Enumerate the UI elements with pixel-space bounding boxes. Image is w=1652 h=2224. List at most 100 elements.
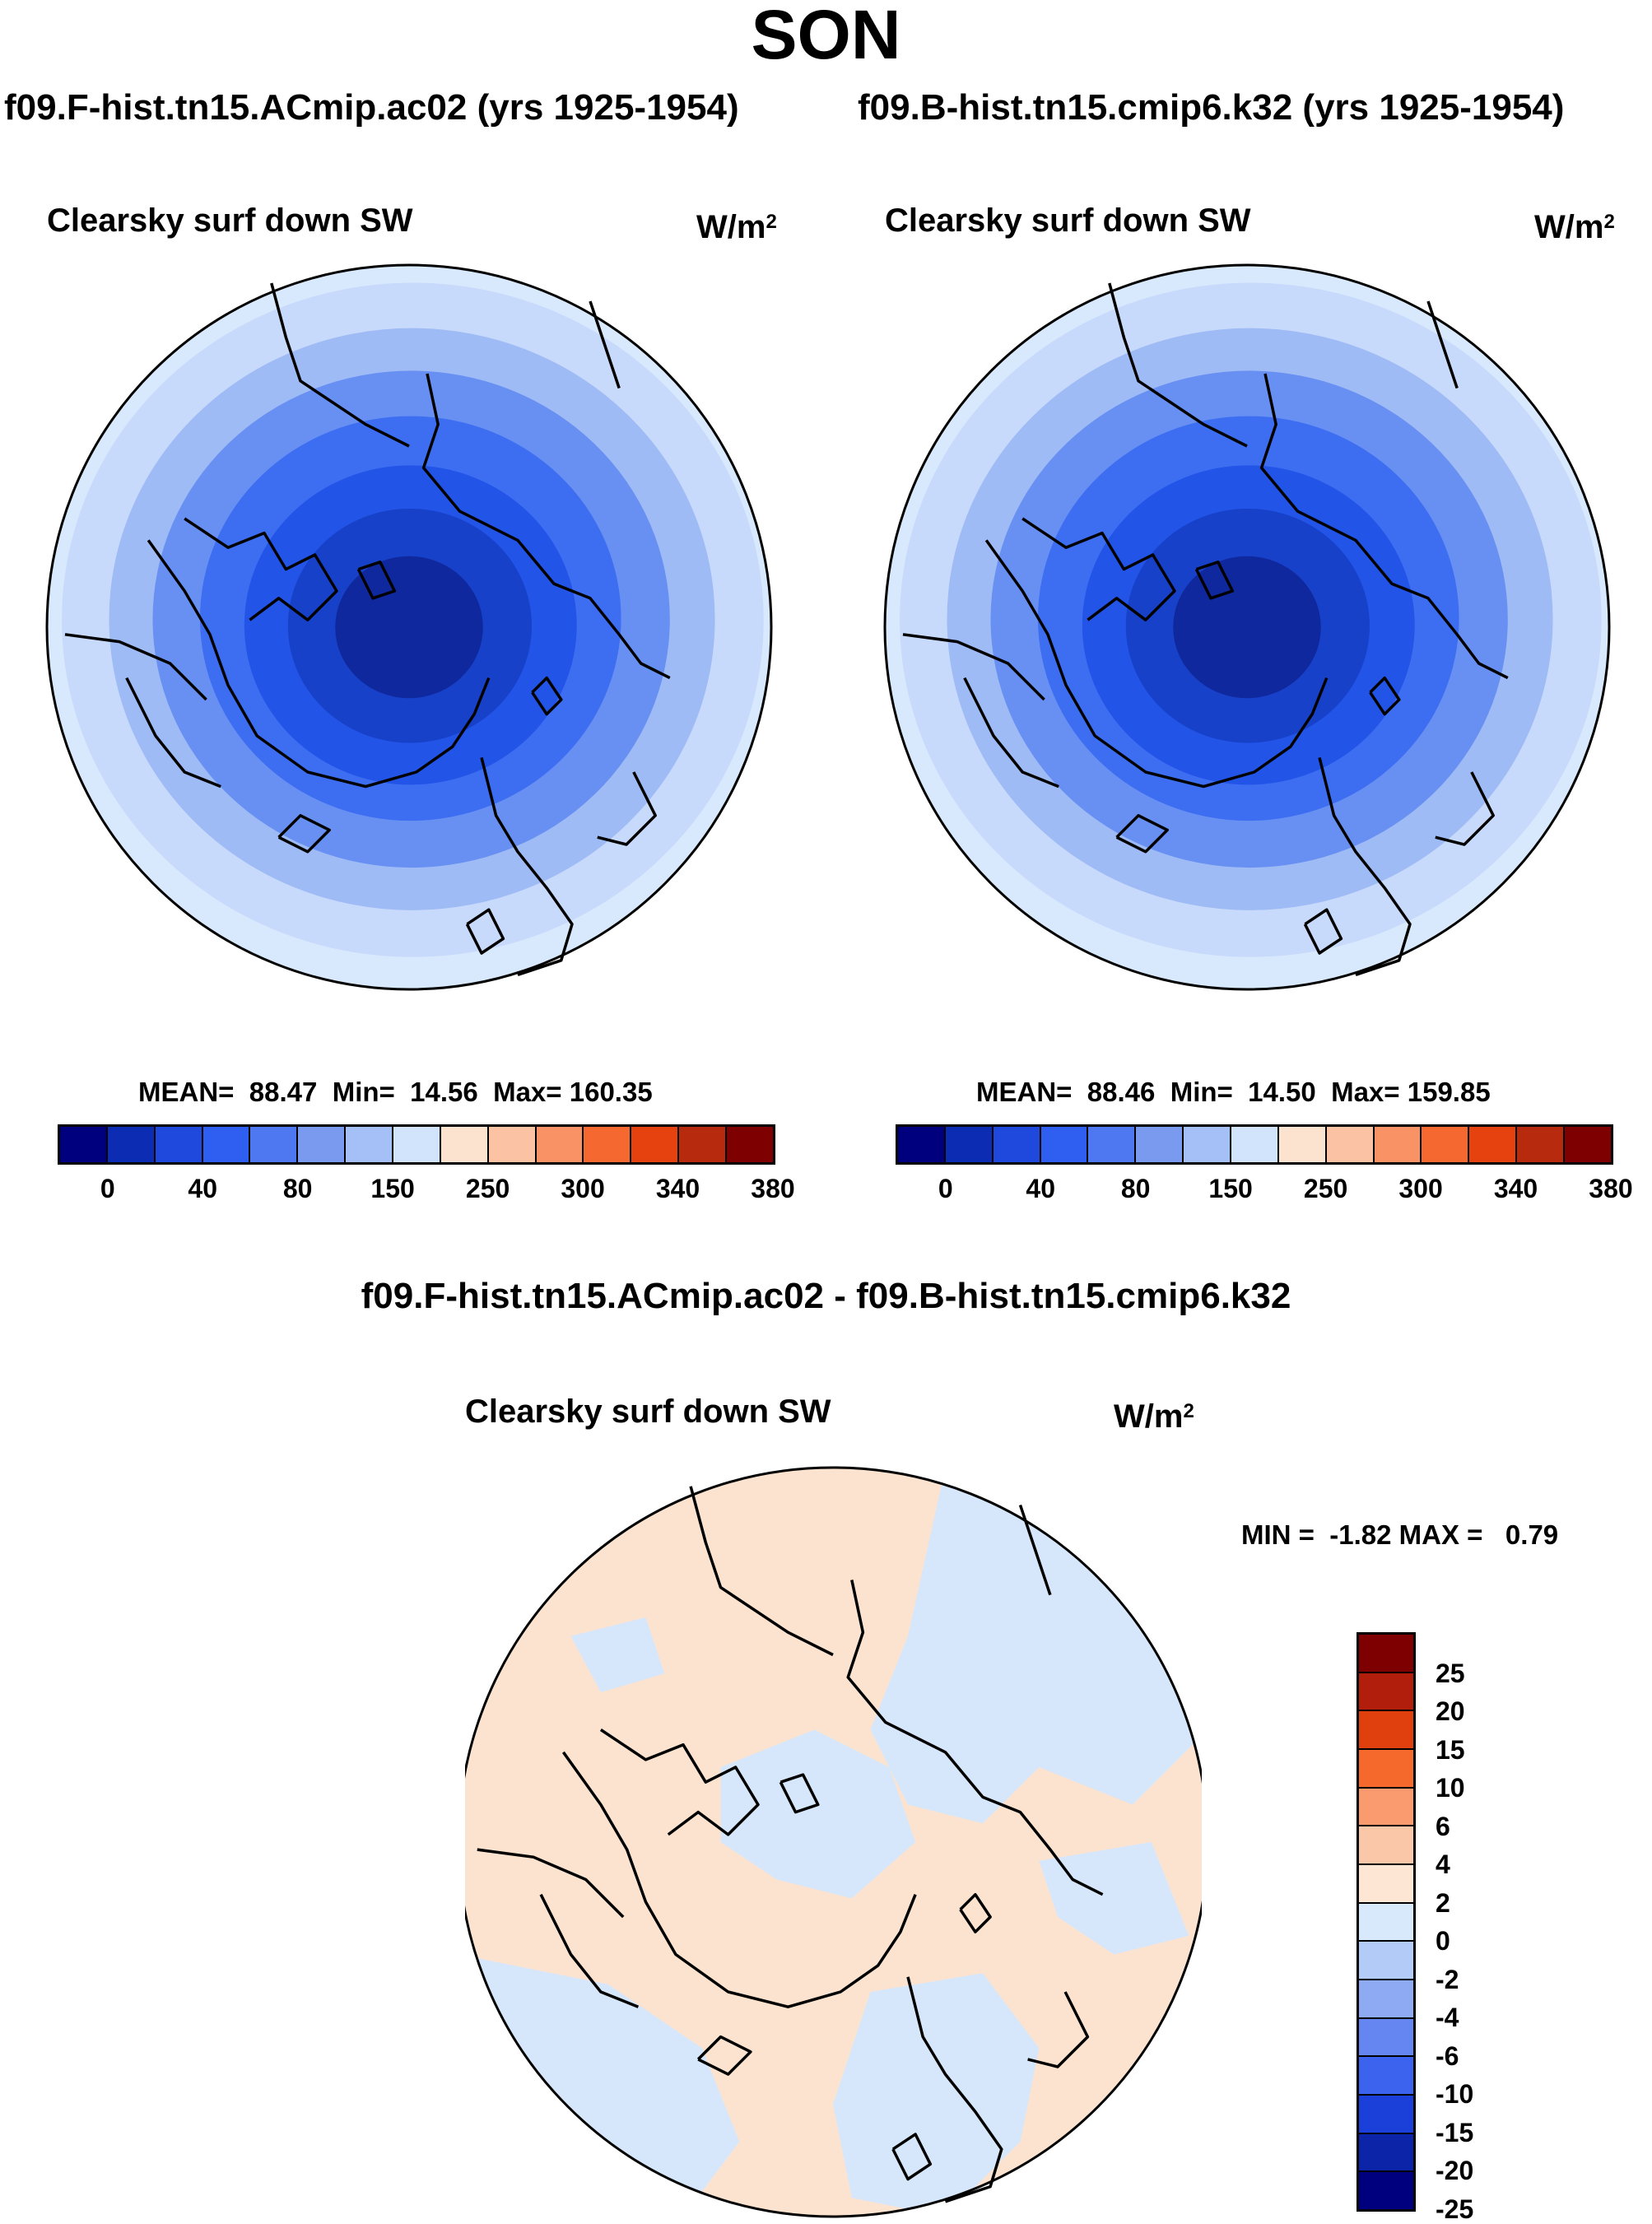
coastline-3 (846, 1580, 1104, 1896)
colorbar-tick-label: 150 (1208, 1174, 1253, 1203)
colorbar-box-1 (945, 1127, 994, 1162)
negative-region-1 (720, 1729, 916, 1899)
diff-minmax: MIN = -1.82 MAX = 0.79 (1241, 1519, 1559, 1550)
panel1-title: f09.F-hist.tn15.ACmip.ac02 (yrs 1925-195… (4, 87, 739, 128)
coastline-2 (480, 756, 574, 977)
coastline-10 (1115, 814, 1169, 854)
colorbar-box-0 (60, 1127, 108, 1162)
panel2-variable-label: Clearsky surf down SW (885, 202, 1251, 239)
map-boundary (45, 263, 773, 991)
colorbar-box-5 (298, 1127, 347, 1162)
colorbar-tick-label: 150 (370, 1174, 415, 1203)
diff-colorbar-tick-label: -4 (1436, 2003, 1459, 2033)
colorbar-box-7 (393, 1127, 441, 1162)
coastline-11 (531, 676, 563, 716)
colorbar-box-0 (898, 1127, 946, 1162)
diff-colorbar-box-7 (1359, 1903, 1413, 1943)
diff-colorbar-box-10 (1359, 2018, 1413, 2058)
coastline-10 (277, 814, 331, 854)
colorbar-box-8 (1278, 1127, 1327, 1162)
colorbar-box-14 (1565, 1127, 1611, 1162)
colorbar-tick-label: 0 (100, 1174, 115, 1203)
coastline-2 (1318, 756, 1412, 977)
diff-units: W/m2 (1114, 1398, 1194, 1435)
colorbar-tick-label: 0 (938, 1174, 953, 1203)
coastline-11 (959, 1892, 992, 1933)
coastline-7 (963, 677, 1059, 789)
colorbar-box-2 (155, 1127, 203, 1162)
diff-colorbar-tick-label: -2 (1436, 1964, 1459, 1994)
diff-colorbar-box-1 (1359, 1673, 1413, 1712)
contour-fill-level-6 (335, 556, 483, 699)
colorbar-tick-label: 340 (1493, 1174, 1538, 1203)
negative-region-3 (833, 1973, 1040, 2217)
coastline-7 (539, 1893, 640, 2008)
panel1-polar-map (45, 263, 773, 991)
colorbar-box-10 (1374, 1127, 1422, 1162)
negative-region-4 (1039, 1842, 1189, 1955)
colorbar-tick-label: 80 (1120, 1174, 1151, 1203)
colorbar-tick-label: 300 (1398, 1174, 1443, 1203)
colorbar-tick-label: 380 (751, 1174, 795, 1203)
diff-colorbar-tick-label: 2 (1436, 1887, 1450, 1918)
colorbar-tick-label: 380 (1589, 1174, 1633, 1203)
diff-colorbar-box-0 (1359, 1635, 1413, 1673)
colorbar-box-6 (1184, 1127, 1232, 1162)
coastline-4 (270, 282, 410, 448)
coastline-3 (421, 373, 671, 680)
colorbar-box-9 (488, 1127, 537, 1162)
diff-title: f09.F-hist.tn15.ACmip.ac02 - f09.B-hist.… (361, 1276, 1291, 1316)
panel2-stats: MEAN= 88.46 Min= 14.50 Max= 159.85 (976, 1077, 1491, 1107)
diff-colorbar-box-4 (1359, 1788, 1413, 1827)
colorbar-box-12 (631, 1127, 680, 1162)
colorbar-tick-label: 300 (561, 1174, 605, 1203)
coastline-12 (1303, 908, 1343, 955)
coastline-8 (1027, 1991, 1090, 2068)
colorbar-box-5 (1136, 1127, 1184, 1162)
colorbar-box-8 (440, 1127, 489, 1162)
diff-colorbar-box-11 (1359, 2057, 1413, 2096)
diff-colorbar-box-8 (1359, 1942, 1413, 1981)
coastline-0 (147, 539, 491, 789)
colorbar-box-7 (1231, 1127, 1279, 1162)
panel1-stats: MEAN= 88.47 Min= 14.56 Max= 160.35 (138, 1077, 653, 1107)
diff-colorbar-tick-label: 25 (1436, 1658, 1465, 1688)
diff-variable-label: Clearsky surf down SW (465, 1393, 831, 1430)
coastline-9 (1194, 561, 1235, 600)
colorbar-tick-label: 40 (1026, 1174, 1055, 1203)
colorbar-tick-label: 250 (465, 1174, 510, 1203)
diff-colorbar-box-3 (1359, 1750, 1413, 1789)
coastline-6 (477, 1848, 625, 1919)
coastline-group (64, 282, 671, 977)
coastline-group (902, 282, 1509, 977)
coastline-9 (779, 1773, 820, 1814)
negative-region-5 (570, 1617, 665, 1692)
colorbar-box-11 (584, 1127, 632, 1162)
coastline-7 (125, 677, 221, 789)
diff-colorbar-tick-label: 0 (1436, 1926, 1450, 1956)
diff-colorbar-box-14 (1359, 2172, 1413, 2210)
diff-colorbar-tick-label: 15 (1436, 1734, 1465, 1765)
coastline-11 (1369, 676, 1401, 716)
colorbar-box-13 (1517, 1127, 1566, 1162)
colorbar-box-3 (202, 1127, 251, 1162)
diff-colorbar-box-5 (1359, 1826, 1413, 1866)
colorbar-box-3 (1040, 1127, 1089, 1162)
diff-colorbar-tick-label: -25 (1436, 2194, 1474, 2224)
diff-colorbar-tick-label: -15 (1436, 2117, 1474, 2147)
diff-polar-map (465, 1466, 1202, 2218)
colorbar-box-14 (727, 1127, 773, 1162)
season-title: SON (751, 0, 901, 73)
map-boundary (465, 1466, 1202, 2218)
diff-colorbar-tick-label: 20 (1436, 1696, 1465, 1727)
coastline-8 (597, 771, 657, 846)
diff-colorbar-tick-label: -10 (1436, 2079, 1474, 2110)
colorbar-tick-label: 250 (1303, 1174, 1348, 1203)
panel2-polar-map (883, 263, 1611, 991)
colorbar-box-6 (346, 1127, 394, 1162)
coastline-1 (1021, 517, 1176, 621)
colorbar-box-13 (679, 1127, 728, 1162)
contour-fill-level-6 (1173, 556, 1321, 699)
map-boundary (883, 263, 1611, 991)
coastline-8 (1435, 771, 1495, 846)
